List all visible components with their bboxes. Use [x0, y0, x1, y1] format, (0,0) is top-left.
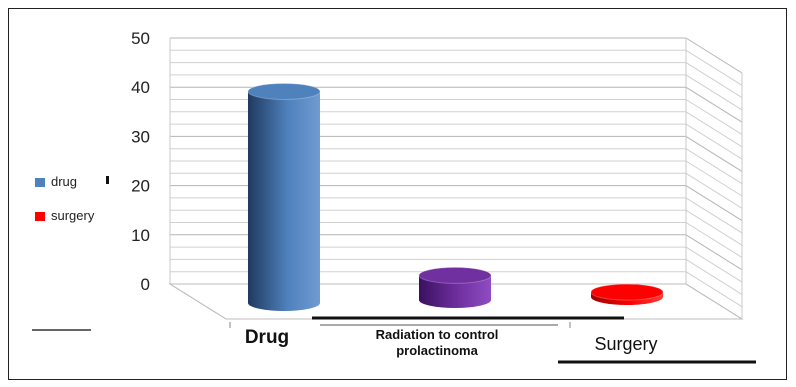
bar-top — [590, 283, 664, 301]
gridline-side — [685, 74, 743, 111]
gridline-side — [685, 62, 743, 99]
legend-mark — [106, 176, 109, 184]
gridline-side — [685, 222, 743, 258]
gridline-side — [685, 160, 743, 197]
gridline-side — [685, 209, 743, 246]
gridline-side — [685, 99, 743, 135]
bar-surgery — [590, 283, 664, 305]
gridline-side — [685, 111, 743, 148]
gridline-side — [685, 246, 743, 283]
bar-radiation — [418, 266, 492, 308]
gridline-side — [685, 172, 743, 209]
gridline-side — [685, 49, 743, 86]
gridline-side — [685, 197, 743, 234]
y-tick-label: 50 — [131, 29, 150, 48]
bar-top — [247, 82, 321, 100]
bar-body — [248, 91, 320, 311]
gridline-side — [685, 234, 743, 271]
gridline-side — [685, 37, 743, 74]
y-tick-label: 20 — [131, 177, 150, 196]
y-tick-label: 40 — [131, 78, 150, 97]
legend-swatch-drug — [35, 178, 45, 187]
gridline-side — [685, 86, 743, 123]
bar-drug — [247, 82, 321, 311]
y-tick-label: 30 — [131, 127, 150, 146]
floor-left-edge — [169, 283, 227, 320]
gridline-side — [685, 135, 743, 172]
category-label-radiation: Radiation to control — [376, 327, 499, 342]
gridline-side — [685, 271, 743, 308]
gridline-side — [685, 185, 743, 222]
y-tick-label: 0 — [141, 275, 150, 294]
bar-body — [419, 275, 491, 308]
bar-top — [418, 266, 492, 284]
legend-label-drug: drug — [51, 174, 77, 189]
gridline-side — [685, 258, 743, 295]
category-label-drug: Drug — [245, 327, 289, 348]
gridline-side — [685, 123, 743, 160]
legend-swatch-surgery — [35, 212, 45, 221]
y-tick-label: 10 — [131, 226, 150, 245]
legend-label-surgery: surgery — [51, 208, 95, 223]
gridline-side — [685, 148, 743, 185]
category-label-radiation-line2: prolactinoma — [396, 343, 478, 358]
category-label-surgery: Surgery — [594, 334, 657, 354]
